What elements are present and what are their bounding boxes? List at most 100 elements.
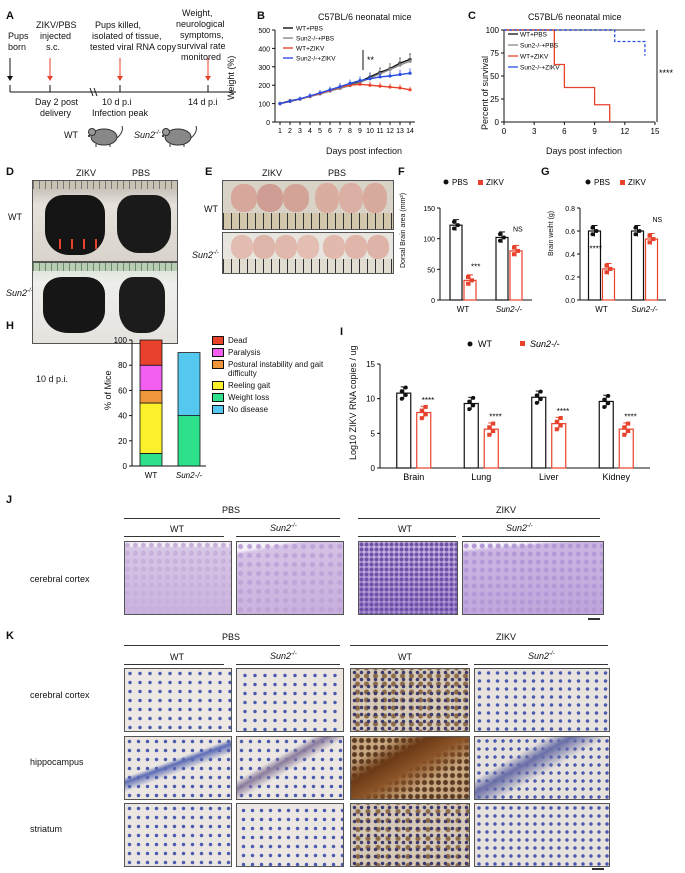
chart-c-series-line xyxy=(504,29,646,56)
chart-h-legend-label: Reeling gait xyxy=(228,381,271,390)
chart-i-datapoint xyxy=(487,432,492,437)
k-col-rule-2 xyxy=(236,664,340,665)
ihc-hippo-sun2-zikv xyxy=(474,736,610,800)
mouse-sun2-label: Sun2-/- xyxy=(134,130,161,140)
chart-i-datapoint xyxy=(534,393,539,398)
chart-g-legend-marker xyxy=(585,179,591,185)
chart-h-legend-swatch xyxy=(212,405,224,414)
chart-i-bar xyxy=(396,392,412,469)
chart-g-legend-label: ZIKV xyxy=(628,178,646,187)
mouse-sun2-icon xyxy=(162,125,197,147)
chart-c-ytick-label: 0 xyxy=(495,118,500,127)
chart-i-datapoint xyxy=(399,389,404,394)
step-monitor-5: monitored xyxy=(181,52,222,62)
chart-b-point xyxy=(288,99,292,103)
panel-label-k: K xyxy=(6,630,14,642)
chart-i-datapoint xyxy=(419,416,424,421)
chart-h-legend-label: No disease xyxy=(228,405,269,414)
chart-c-ytick-label: 100 xyxy=(486,26,500,35)
chart-h-legend-label: Dead xyxy=(228,336,248,345)
chart-i-datapoint xyxy=(419,408,424,413)
chart-g-datapoint xyxy=(633,225,638,230)
chart-b-point xyxy=(398,72,402,77)
chart-f-datapoint xyxy=(498,232,502,237)
chart-i-datapoint xyxy=(534,400,539,405)
chart-h-legend-swatch xyxy=(212,336,224,345)
photo-e-row-sun2: Sun2-/- xyxy=(192,250,219,260)
chart-b-xtick-label: 10 xyxy=(366,128,374,135)
chart-i-bar xyxy=(531,396,547,469)
step-killed-3: tested viral RNA copy xyxy=(90,42,177,52)
ihc-striatum-wt-zikv xyxy=(350,803,470,867)
chart-b-ytick-label: 500 xyxy=(258,28,270,35)
ihc-cortex-wt-pbs xyxy=(124,668,232,732)
chart-b-legend-label: WT+PBS xyxy=(296,26,324,33)
chart-h-legend-swatch xyxy=(212,360,224,369)
chart-b-xtick-label: 2 xyxy=(288,128,292,135)
chart-g-ytick-label: 0.8 xyxy=(565,206,575,213)
chart-i-legend-label: Sun2-/- xyxy=(530,339,560,349)
chart-g-datapoint xyxy=(590,232,595,237)
chart-h-legend: Dead Paralysis Postural instability and ga… xyxy=(212,336,332,417)
chart-h-legend-item: Paralysis xyxy=(212,348,332,357)
chart-f-datapoint xyxy=(452,219,456,224)
chart-b-point xyxy=(398,63,402,67)
chart-h-xtick-label: Sun2-/- xyxy=(176,471,203,480)
chart-f-svg: 0 50 100 150 WT Sun2-/- PBS ZIKV *** NS xyxy=(423,178,532,314)
chart-c-svg: 0 25 50 75 100 0 3 6 9 12 15 WT+PBS Sun2-/-+PBS WT+ZI… xyxy=(486,26,674,136)
chart-i-datapoint xyxy=(622,432,627,437)
chart-f-legend-label: PBS xyxy=(452,178,468,187)
chart-i-sig: **** xyxy=(422,396,434,405)
chart-h-bar-segment xyxy=(139,364,163,391)
chart-f-datapoint xyxy=(466,281,470,286)
j-col-sun2-zikv: Sun2-/- xyxy=(506,523,533,533)
chart-i-datapoint xyxy=(538,389,543,394)
panel-label-g: G xyxy=(541,166,550,178)
chart-f-ylabel: Dorsal Brain area (mm²) xyxy=(400,192,407,268)
chart-b-ytick-label: 300 xyxy=(258,65,270,72)
chart-g-datapoint xyxy=(633,232,638,237)
k-row-cortex: cerebral cortex xyxy=(30,690,90,700)
chart-g-legend-marker xyxy=(620,180,625,185)
chart-b-ytick-label: 200 xyxy=(258,83,270,90)
chart-f-ns: NS xyxy=(513,226,523,233)
step-pups-born: Pups xyxy=(8,31,29,41)
j-scale-bar xyxy=(588,618,600,620)
chart-i-xtick-label: Lung xyxy=(471,472,491,482)
chart-g-ytick-label: 0.0 xyxy=(565,298,575,305)
k-col-rule-4 xyxy=(474,664,608,665)
ihc-striatum-wt-pbs xyxy=(124,803,232,867)
chart-h-legend-label: Paralysis xyxy=(228,348,261,357)
chart-b-point xyxy=(298,97,302,101)
chart-i-datapoint xyxy=(423,412,428,417)
step-monitor-2: neurological xyxy=(176,19,225,29)
chart-c-xtick-label: 3 xyxy=(532,127,537,136)
chart-i-bar xyxy=(416,411,432,469)
chart-i-ylabel: Log10 ZIKV RNA copies / ug xyxy=(348,345,358,460)
k-col-sun2-zikv: Sun2-/- xyxy=(528,651,555,661)
chart-b-point xyxy=(408,59,412,63)
step-monitor-4: survival rate xyxy=(177,41,226,51)
j-col-rule-2 xyxy=(236,536,340,537)
chart-i-ytick-label: 0 xyxy=(371,464,376,473)
chart-f-datapoint xyxy=(456,223,460,228)
chart-b-ytick-label: 400 xyxy=(258,46,270,53)
chart-b-point xyxy=(278,102,282,106)
ihc-striatum-sun2-pbs xyxy=(236,803,344,867)
chart-i-datapoint xyxy=(554,419,559,424)
chart-g-datapoint xyxy=(604,263,609,268)
chart-i-legend-marker xyxy=(520,341,525,346)
chart-g-ytick-label: 0.4 xyxy=(565,252,575,259)
chart-b-point xyxy=(388,85,392,89)
chart-i-legend-marker xyxy=(467,341,473,347)
photo-e-sun2 xyxy=(222,232,394,274)
panel-label-e: E xyxy=(205,166,213,178)
chart-b-point xyxy=(388,67,392,72)
chart-i-datapoint xyxy=(558,416,563,421)
chart-b-point xyxy=(358,79,362,83)
time-14d: 14 d p.i xyxy=(188,97,218,107)
chart-h-svg: 0 20 40 60 80 100 WT Sun2-/- xyxy=(114,336,206,480)
chart-f-legend-marker xyxy=(478,180,483,185)
chart-b-point xyxy=(348,81,352,85)
chart-i-datapoint xyxy=(538,397,543,402)
